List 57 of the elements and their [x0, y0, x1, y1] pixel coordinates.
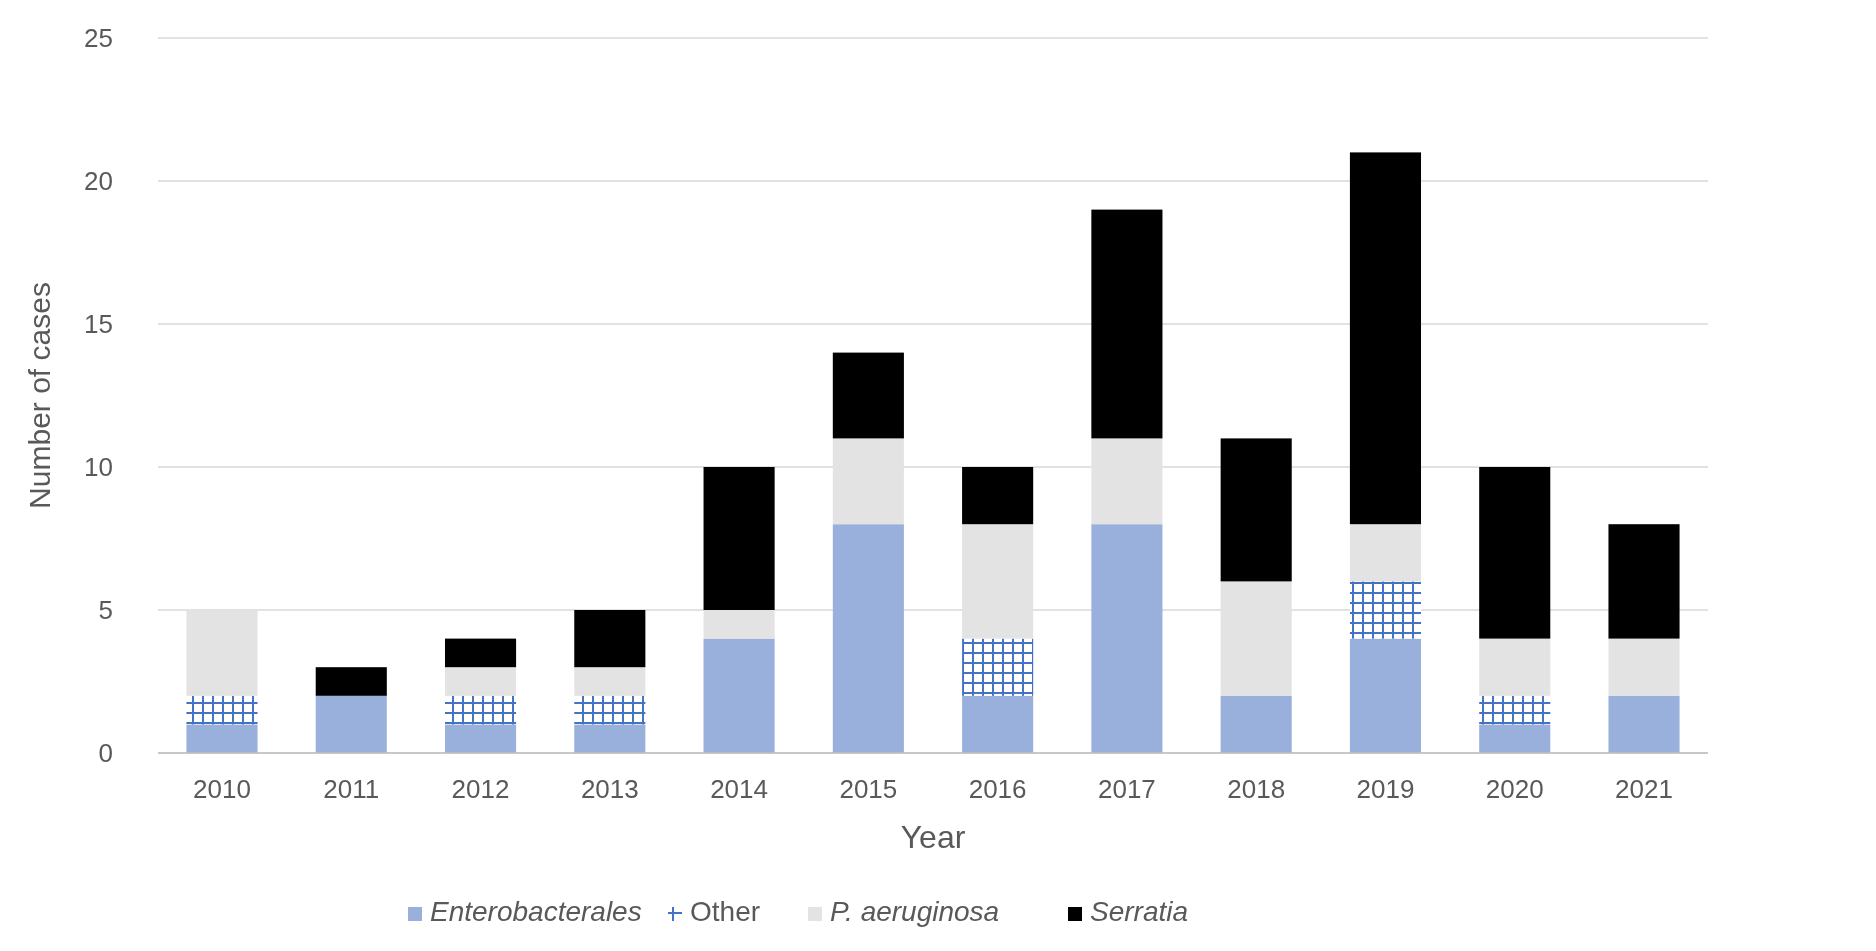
bar: [1349, 152, 1422, 525]
bar: [1349, 581, 1422, 639]
y-tick-label: 5: [98, 595, 113, 626]
bar: [1608, 638, 1680, 696]
bar: [703, 467, 775, 610]
bar: [1479, 724, 1551, 753]
y-tick-label: 15: [84, 309, 113, 340]
bar: [962, 695, 1034, 753]
bar: [1479, 638, 1551, 696]
bar: [1091, 209, 1163, 439]
bar: [574, 695, 646, 725]
bar: [962, 467, 1034, 525]
x-tick-label: 2021: [1615, 774, 1673, 804]
bar: [1608, 695, 1680, 753]
y-tick-label: 0: [98, 738, 113, 769]
bar: [1220, 695, 1292, 753]
bar: [1479, 695, 1551, 725]
x-axis-title: Year: [900, 819, 966, 855]
x-tick-label: 2017: [1097, 774, 1156, 804]
y-tick-label: 10: [84, 452, 113, 483]
bar: [444, 667, 517, 696]
legend-label: Other: [690, 896, 761, 927]
bar: [1349, 638, 1422, 753]
y-axis-title: Number of cases: [23, 282, 56, 509]
legend-label: P. aeruginosa: [830, 896, 1000, 927]
bar: [962, 638, 1034, 696]
bar: [703, 638, 775, 753]
x-tick-label: 2011: [323, 774, 380, 804]
legend-label: Enterobacterales: [430, 896, 642, 927]
bar: [1349, 524, 1422, 582]
bar: [444, 695, 517, 725]
x-tick-label: 2014: [710, 774, 769, 804]
legend-label: Serratia: [1090, 896, 1189, 927]
x-tick-label: 2018: [1227, 774, 1286, 804]
x-tick-label: 2015: [839, 774, 898, 804]
bar: [574, 610, 646, 668]
bar: [444, 724, 517, 753]
bar: [1608, 524, 1680, 639]
bar: [315, 695, 387, 753]
x-tick-label: 2020: [1485, 774, 1544, 804]
y-tick-label: 25: [84, 23, 113, 54]
bar: [1091, 524, 1163, 753]
x-tick-label: 2012: [451, 774, 510, 804]
bar: [574, 667, 646, 696]
bar: [574, 724, 646, 753]
bar: [186, 724, 258, 753]
x-tick-label: 2010: [193, 774, 251, 804]
bar: [832, 524, 904, 753]
bar: [832, 352, 904, 439]
bar: [1220, 438, 1292, 582]
bar: [1479, 467, 1551, 639]
bar: [315, 667, 387, 696]
y-tick-label: 20: [84, 166, 113, 197]
bar: [444, 638, 517, 668]
x-tick-label: 2019: [1356, 774, 1415, 804]
x-tick-label: 2016: [968, 774, 1027, 804]
x-tick-label: 2013: [580, 774, 639, 804]
